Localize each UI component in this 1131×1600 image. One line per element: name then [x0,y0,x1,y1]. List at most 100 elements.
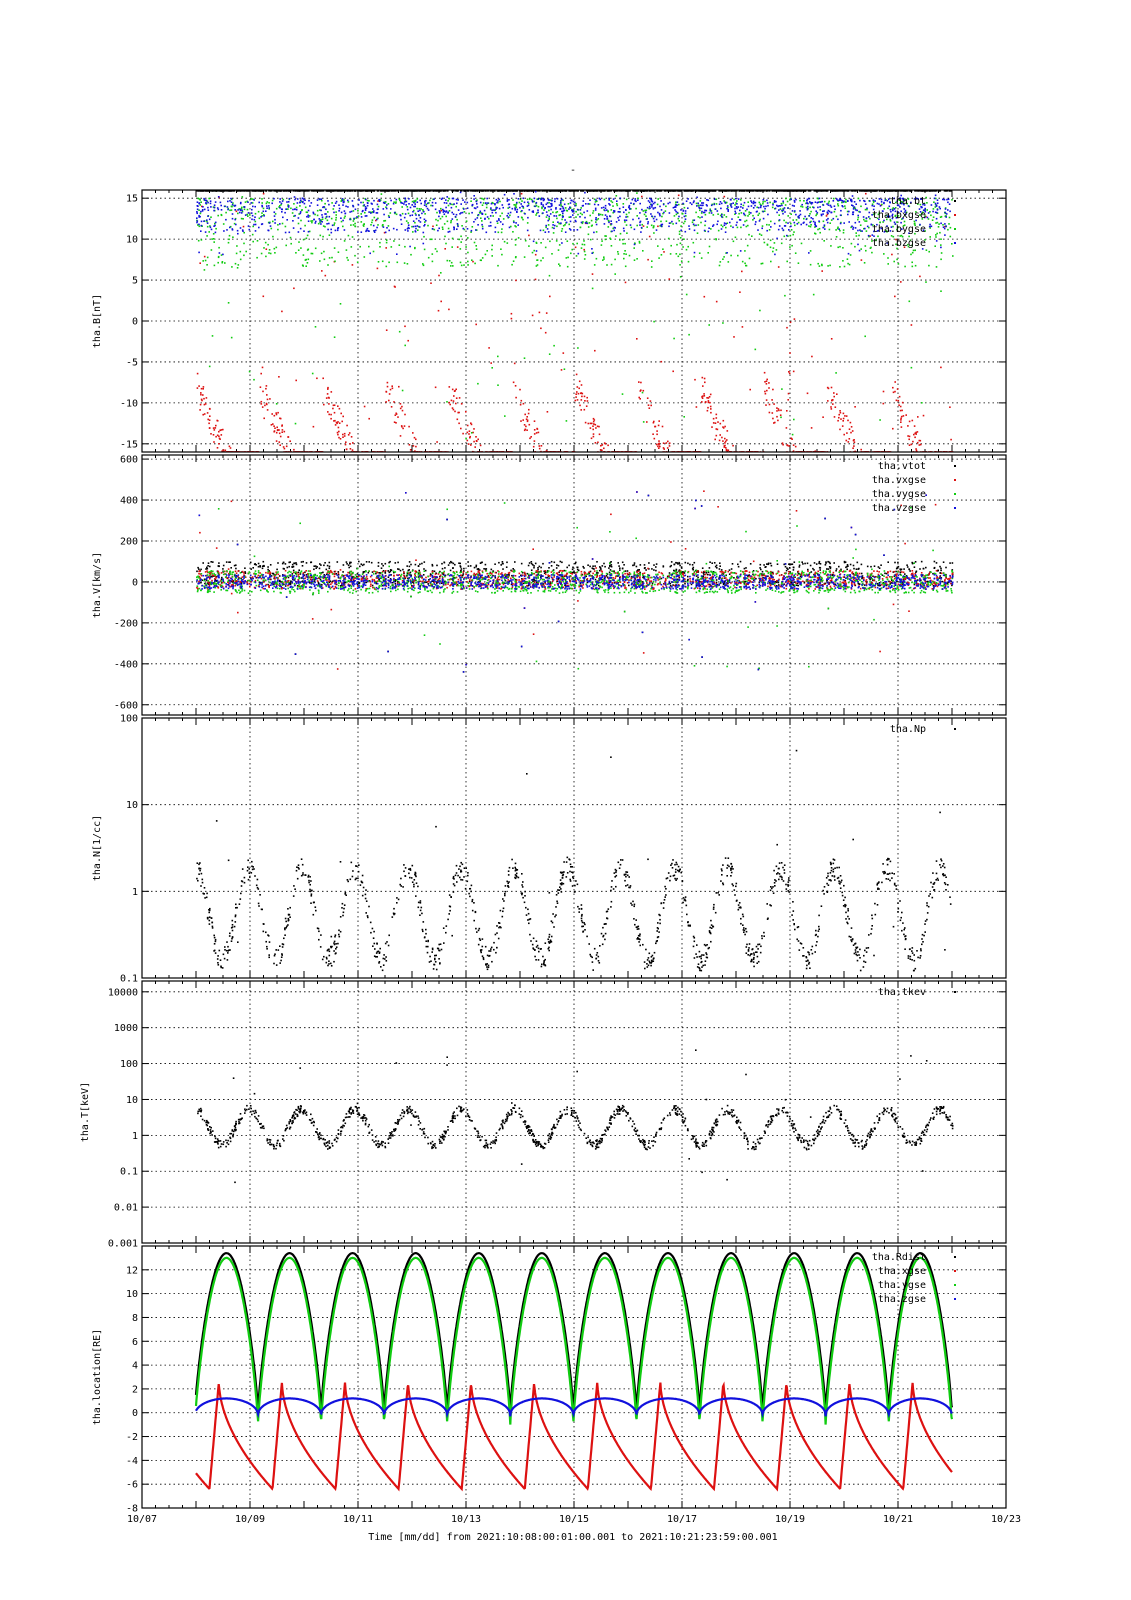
data-point [303,190,305,192]
data-point [447,204,450,207]
data-point [511,263,513,266]
data-point [581,213,583,216]
data-point [516,210,518,213]
data-point [838,199,841,202]
data-point [473,221,475,223]
data-point [579,226,582,229]
data-point [658,443,660,446]
data-point [908,420,911,423]
data-point [492,215,494,217]
data-point [545,226,547,229]
data-point [676,204,678,206]
data-point [291,212,294,214]
data-point [699,204,702,207]
data-point [897,399,900,402]
data-point [584,216,586,219]
data-point [942,198,944,201]
data-point [251,198,254,200]
data-point [337,426,340,429]
data-point [797,262,800,264]
data-point [899,405,902,408]
data-point [673,337,675,340]
data-point [946,190,949,192]
data-point [393,401,395,403]
data-point [333,420,335,422]
data-point [527,202,530,205]
data-point [521,190,524,192]
data-point [368,417,370,420]
data-point [692,223,695,226]
data-point [867,234,870,237]
data-point [203,220,205,222]
data-point [434,202,437,204]
data-point [545,450,548,452]
data-point [843,222,845,224]
data-point [364,190,367,192]
data-point [688,333,690,336]
data-point [707,252,709,254]
data-point [227,241,230,244]
data-point [421,190,423,192]
data-point [514,385,517,387]
data-point [486,197,488,200]
data-point [655,218,658,221]
data-point [808,252,810,254]
data-point [450,261,453,264]
data-point [740,199,742,201]
data-point [832,403,834,405]
data-point [772,417,774,420]
data-point [207,201,209,204]
data-point [622,206,625,208]
data-point [783,190,786,192]
data-point [721,436,723,439]
data-point [492,190,494,192]
data-point [643,190,645,192]
data-point [226,190,228,192]
data-point [445,210,448,212]
data-point [594,442,597,444]
data-point [819,201,822,203]
data-point [398,198,401,200]
data-point [548,218,550,221]
data-point [475,323,477,326]
data-point [935,190,937,192]
data-point [822,226,824,229]
data-point [510,317,513,320]
data-point [527,412,530,415]
data-point [936,232,938,235]
data-point [904,199,906,201]
data-point [838,190,840,192]
data-point [481,204,484,206]
data-point [508,226,511,229]
data-point [465,411,467,413]
data-point [908,444,911,446]
data-point [750,212,752,214]
data-point [556,217,558,220]
data-point [900,210,902,213]
data-point [684,210,687,212]
data-point [678,233,681,235]
data-point [427,209,430,211]
data-point [276,429,279,432]
data-point [816,213,818,215]
data-point [278,429,280,431]
data-point [243,208,246,211]
data-point [658,440,660,442]
data-point [363,256,366,258]
data-point [528,408,530,411]
data-point [340,220,343,223]
data-point [552,232,555,234]
data-point [523,357,526,359]
data-point [744,214,747,217]
data-point [929,227,931,229]
data-point [894,207,897,209]
data-point [904,190,906,192]
data-point [854,209,857,211]
data-point [223,205,226,208]
data-point [306,190,309,192]
data-point [386,381,389,384]
data-point [437,309,440,312]
data-point [919,439,922,442]
data-point [351,264,354,266]
data-point [572,242,574,245]
